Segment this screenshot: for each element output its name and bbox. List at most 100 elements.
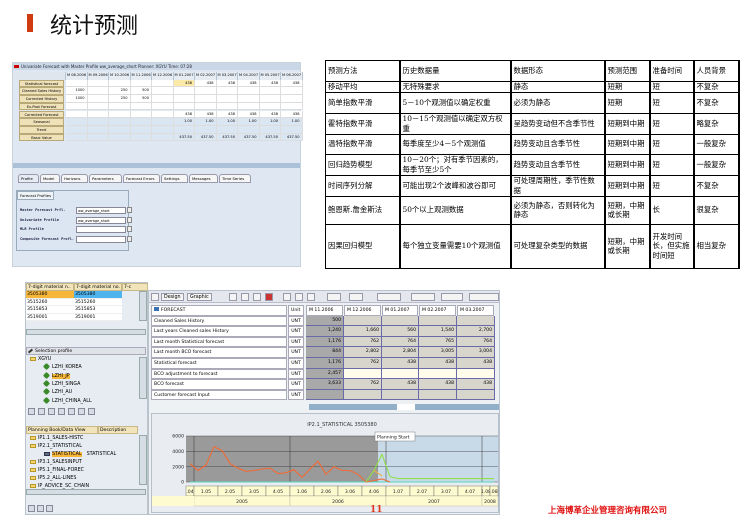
material-cell[interactable]: 3515853: [26, 306, 74, 314]
material-cell[interactable]: 3519001: [74, 313, 122, 321]
grid-cell[interactable]: [152, 79, 174, 88]
toolbar-icon[interactable]: [37, 505, 44, 512]
grid-cell[interactable]: [87, 133, 109, 142]
dropdown-icon[interactable]: [127, 207, 132, 213]
planning-book-item[interactable]: STATISTICAL STATISTICAL: [44, 451, 116, 458]
grid-cell[interactable]: [130, 110, 152, 119]
grid-cell[interactable]: [281, 95, 303, 103]
grid-cell[interactable]: [457, 315, 495, 327]
grid-cell[interactable]: [281, 87, 303, 96]
grid-cell[interactable]: [109, 125, 131, 134]
grid-cell[interactable]: 250: [109, 87, 131, 96]
grid-cell[interactable]: [152, 95, 174, 103]
material-cell[interactable]: 3505380: [26, 291, 74, 299]
copy-icon[interactable]: [241, 293, 249, 301]
profile-field-input[interactable]: ww_average_short: [76, 216, 126, 224]
grid-cell[interactable]: [195, 95, 217, 103]
toolbar-icon[interactable]: [58, 408, 65, 415]
planning-book-item[interactable]: IP5.1_FINAL-FOREC: [30, 467, 84, 474]
grid-cell[interactable]: [173, 95, 195, 103]
horizontal-scrollbar[interactable]: [13, 163, 300, 168]
grid-cell[interactable]: [130, 133, 152, 142]
tree-item[interactable]: LZHI_AU: [42, 388, 72, 396]
grid-cell[interactable]: [281, 102, 303, 111]
tab-model[interactable]: Model: [40, 174, 60, 183]
grid-cell[interactable]: [216, 87, 238, 96]
grid-cell[interactable]: 2,457: [306, 368, 344, 380]
grid-cell[interactable]: 437.50: [259, 133, 281, 142]
grid-cell[interactable]: [66, 102, 88, 111]
grid-cell[interactable]: 762: [344, 336, 382, 348]
delete-icon[interactable]: [265, 293, 273, 301]
grid-cell[interactable]: 438: [195, 79, 217, 88]
tab-forecast-errors[interactable]: Forecast Errors: [123, 174, 160, 183]
grid-cell[interactable]: [259, 95, 281, 103]
grid-cell[interactable]: [66, 79, 88, 88]
grid-cell[interactable]: 1.00: [259, 118, 281, 126]
grid-cell[interactable]: [259, 125, 281, 134]
material-cell[interactable]: 3515260: [74, 298, 122, 306]
profile-field-input[interactable]: ww_average_short: [76, 207, 126, 214]
tree-item[interactable]: LZHI_KOREA: [42, 363, 82, 371]
planning-book-item[interactable]: IP_ADVICE_SC_CHAIN: [30, 483, 89, 490]
grid-cell[interactable]: 1000: [66, 95, 88, 103]
sort-icon[interactable]: [283, 293, 291, 301]
grid-cell[interactable]: [87, 87, 109, 96]
toolbar-icon[interactable]: [46, 505, 53, 512]
planning-book-item[interactable]: IP3.1_SALESINPUT: [30, 459, 82, 466]
grid-cell[interactable]: 764: [382, 336, 419, 348]
grid-cell[interactable]: [382, 368, 419, 380]
grid-cell[interactable]: [87, 79, 109, 88]
grid-cell[interactable]: 500: [306, 315, 344, 327]
grid-cell[interactable]: [419, 315, 457, 327]
calculator-icon[interactable]: [229, 293, 237, 301]
tab-time-series[interactable]: Time Series: [219, 174, 251, 183]
profile-field-input[interactable]: [76, 235, 126, 243]
grid-cell[interactable]: 438: [419, 358, 457, 369]
grid-cell[interactable]: [238, 102, 260, 111]
grid-cell[interactable]: [457, 389, 495, 401]
tree-item[interactable]: XGYU: [30, 356, 51, 363]
grid-cell[interactable]: 438: [457, 379, 495, 390]
grid-cell[interactable]: 3,633: [306, 379, 344, 390]
grid-cell[interactable]: [152, 125, 174, 134]
grid-cell[interactable]: [66, 125, 88, 134]
folder-icon[interactable]: [151, 293, 159, 301]
grid-cell[interactable]: [109, 133, 131, 142]
grid-cell[interactable]: [152, 87, 174, 96]
grid-cell[interactable]: [87, 95, 109, 103]
grid-cell[interactable]: [87, 110, 109, 119]
grid-cell[interactable]: 560: [382, 326, 419, 337]
grid-cell[interactable]: [238, 95, 260, 103]
grid-cell[interactable]: [109, 102, 131, 111]
tree-item[interactable]: LZHI_CHINA_ALL: [42, 396, 92, 405]
grid-cell[interactable]: [130, 102, 152, 111]
grid-cell[interactable]: [66, 110, 88, 119]
grid-cell[interactable]: 438: [281, 79, 303, 88]
grid-cell[interactable]: [152, 133, 174, 142]
grid-cell[interactable]: 1,240: [306, 326, 344, 337]
grid-cell[interactable]: [195, 87, 217, 96]
value-help-icon[interactable]: [127, 216, 132, 223]
grid-cell[interactable]: [419, 368, 457, 380]
grid-cell[interactable]: [173, 87, 195, 96]
grid-cell[interactable]: [109, 110, 131, 119]
grid-cell[interactable]: 438: [382, 379, 419, 390]
grid-cell[interactable]: [173, 125, 195, 134]
grid-cell[interactable]: [66, 133, 88, 142]
grid-cell[interactable]: 438: [382, 358, 419, 369]
grid-cell[interactable]: 438: [238, 110, 260, 119]
grid-cell[interactable]: [195, 102, 217, 111]
grid-cell[interactable]: [130, 125, 152, 134]
percent2-icon[interactable]: [349, 293, 363, 301]
grid-cell[interactable]: [344, 315, 382, 327]
grid-cell[interactable]: [382, 389, 419, 401]
grid-cell[interactable]: [382, 315, 419, 327]
planning-book-item[interactable]: IP5.2_ALL-LINES: [30, 475, 76, 482]
grid-cell[interactable]: [216, 102, 238, 111]
design-button[interactable]: Design: [161, 293, 184, 301]
grid-cell[interactable]: [130, 79, 152, 88]
grid-cell[interactable]: 437.50: [216, 133, 238, 142]
material-cell[interactable]: 3515260: [26, 298, 74, 306]
grid-cell[interactable]: [152, 102, 174, 111]
